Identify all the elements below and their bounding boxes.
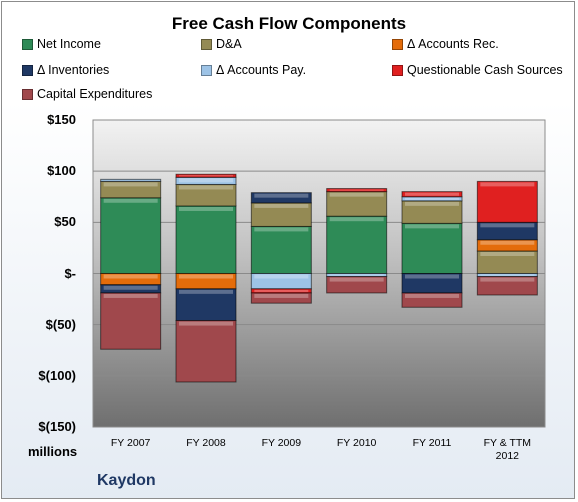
x-tick-label: FY 2009 [261, 437, 302, 449]
unit-label: millions [28, 444, 78, 459]
bar-highlight [405, 192, 459, 196]
bar-highlight [254, 193, 309, 198]
legend-label: Capital Expenditures [37, 87, 153, 101]
legend-item: Capital Expenditures [22, 87, 152, 101]
bar-highlight [254, 293, 309, 298]
bar-segment [326, 188, 388, 193]
bar-segment [175, 205, 237, 275]
legend-swatch [392, 64, 403, 76]
bar-segment [326, 276, 388, 294]
bar-highlight [179, 289, 233, 294]
y-tick-label: $150 [47, 112, 76, 127]
bar-highlight [480, 274, 535, 276]
x-tick-label: FY 2011 [412, 437, 452, 449]
legend-swatch [201, 38, 212, 50]
legend-swatch [22, 38, 33, 50]
legend-label: Δ Inventories [37, 63, 110, 77]
bar-highlight [103, 198, 158, 203]
bar-segment [250, 192, 312, 204]
bar-highlight [254, 203, 309, 208]
bar-highlight [103, 293, 158, 298]
bar-highlight [405, 197, 459, 200]
legend-item: Δ Accounts Rec. [392, 37, 499, 51]
bar-highlight [329, 274, 384, 276]
bar-highlight [405, 274, 459, 279]
bar-segment [175, 288, 237, 322]
bar-highlight [480, 251, 535, 256]
y-tick-label: $- [64, 265, 76, 281]
bar-segment [326, 215, 388, 274]
bar-highlight [103, 285, 158, 290]
bar-highlight [179, 274, 233, 279]
bar-highlight [179, 178, 233, 183]
bar-highlight [103, 182, 158, 187]
y-tick-label: $100 [47, 163, 76, 179]
bar-segment [250, 292, 312, 304]
bar-highlight [254, 289, 309, 292]
legend-item: D&A [201, 37, 242, 51]
bar-highlight [405, 201, 459, 206]
bar-highlight [480, 223, 535, 228]
legend-label: Questionable Cash Sources [407, 63, 563, 77]
legend-swatch [22, 64, 33, 76]
legend-label: Δ Accounts Rec. [407, 37, 499, 51]
bar-highlight [254, 227, 309, 232]
legend-item: Net Income [22, 37, 101, 51]
bar-segment [476, 180, 538, 223]
legend-swatch [392, 38, 403, 50]
bar-segment [100, 178, 162, 182]
x-tick-label: FY & TTM 2012 [483, 437, 532, 462]
legend-item: Δ Inventories [22, 63, 109, 77]
bar-segment [476, 276, 538, 296]
legend-swatch [22, 88, 33, 100]
bar-highlight [480, 277, 535, 282]
bar-highlight [329, 192, 384, 197]
bar-highlight [405, 293, 459, 298]
legend-label: D&A [216, 37, 242, 51]
bar-segment [401, 292, 463, 308]
bar-highlight [405, 224, 459, 229]
bar-segment [175, 320, 237, 383]
x-tick-label: FY 2010 [336, 437, 377, 449]
bar-highlight [103, 274, 158, 279]
legend-swatch [201, 64, 212, 76]
legend-item: Δ Accounts Pay. [201, 63, 306, 77]
bar-segment [250, 225, 312, 274]
y-tick-label: $(100) [38, 367, 76, 383]
bar-highlight [480, 240, 535, 245]
legend-item: Questionable Cash Sources [392, 63, 563, 77]
bar-highlight [480, 182, 535, 187]
bar-segment [401, 222, 463, 275]
bar-highlight [179, 185, 233, 190]
bar-segment [100, 292, 162, 350]
bar-highlight [179, 175, 233, 177]
company-name: Kaydon [97, 472, 156, 489]
y-tick-label: $50 [54, 214, 76, 230]
legend-label: Δ Accounts Pay. [216, 63, 307, 77]
bar-segment [175, 173, 237, 178]
bar-highlight [254, 274, 309, 279]
bar-segment [100, 197, 162, 274]
bar-highlight [179, 321, 233, 326]
bar-highlight [329, 217, 384, 222]
legend-label: Net Income [37, 37, 101, 51]
x-tick-label: FY 2007 [110, 437, 151, 449]
bar-segment [401, 191, 463, 198]
chart-title: Free Cash Flow Components [171, 14, 407, 33]
bar-highlight [329, 189, 384, 191]
y-tick-label: $(50) [45, 316, 76, 332]
bar-highlight [329, 277, 384, 282]
y-tick-label: $(150) [38, 419, 76, 434]
x-tick-label: FY 2008 [186, 437, 226, 449]
bar-highlight [179, 206, 233, 211]
bar-segment [326, 191, 388, 217]
